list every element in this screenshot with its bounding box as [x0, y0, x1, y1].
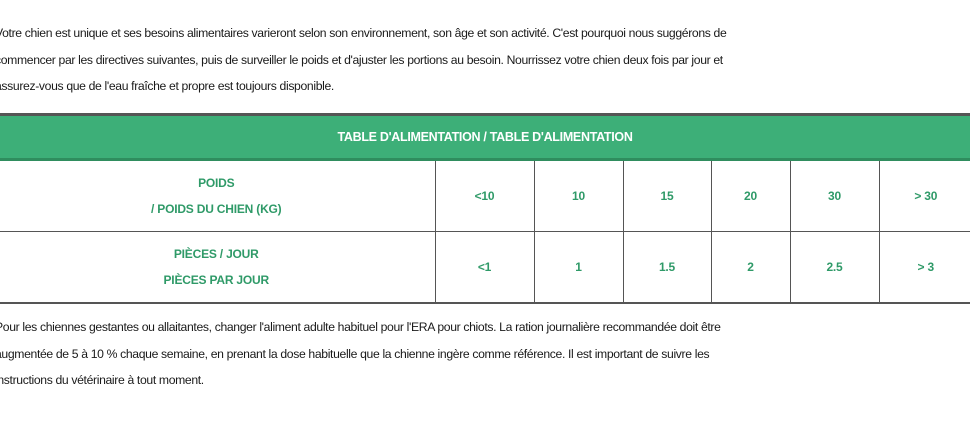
- table-cell: 10: [533, 159, 624, 232]
- footer-line: instructions du vétérinaire à tout momen…: [0, 373, 204, 387]
- row-label: PIÈCES / JOUR PIÈCES PAR JOUR: [0, 231, 436, 304]
- label-line: PIÈCES / JOUR: [173, 247, 259, 261]
- label-line: POIDS: [198, 176, 235, 190]
- table-cell: <1: [434, 231, 535, 304]
- row-label: POIDS / POIDS DU CHIEN (KG): [0, 159, 436, 232]
- footer-line: augmentée de 5 à 10 % chaque semaine, en…: [0, 346, 710, 361]
- table-cell: > 3: [878, 231, 970, 304]
- table-row-pieces: PIÈCES / JOUR PIÈCES PAR JOUR <1 1 1.5 2…: [0, 231, 970, 304]
- intro-line: assurez-vous que de l'eau fraîche et pro…: [0, 79, 334, 93]
- table-cell: 2: [710, 231, 791, 304]
- label-line: / POIDS DU CHIEN (KG): [151, 202, 282, 216]
- table-cell: > 30: [878, 159, 970, 232]
- table-cell: 2.5: [789, 231, 880, 304]
- table-title: TABLE D'ALIMENTATION / TABLE D'ALIMENTAT…: [0, 113, 970, 161]
- footer-paragraph: Pour les chiennes gestantes ou allaitant…: [0, 314, 970, 394]
- intro-paragraph: Votre chien est unique et ses besoins al…: [0, 20, 970, 100]
- feeding-table: TABLE D'ALIMENTATION / TABLE D'ALIMENTAT…: [0, 113, 970, 304]
- table-cell: 15: [622, 159, 712, 232]
- table-cell: 1: [533, 231, 624, 304]
- table-cell: <10: [434, 159, 535, 232]
- label-line: PIÈCES PAR JOUR: [163, 273, 270, 287]
- table-cell: 30: [789, 159, 880, 232]
- table-row-weight: POIDS / POIDS DU CHIEN (KG) <10 10 15 20…: [0, 159, 970, 232]
- table-cell: 1.5: [622, 231, 712, 304]
- footer-line: Pour les chiennes gestantes ou allaitant…: [0, 320, 721, 334]
- intro-line: commencer par les directives suivantes, …: [0, 52, 723, 67]
- table-cell: 20: [710, 159, 791, 232]
- intro-line: Votre chien est unique et ses besoins al…: [0, 26, 727, 40]
